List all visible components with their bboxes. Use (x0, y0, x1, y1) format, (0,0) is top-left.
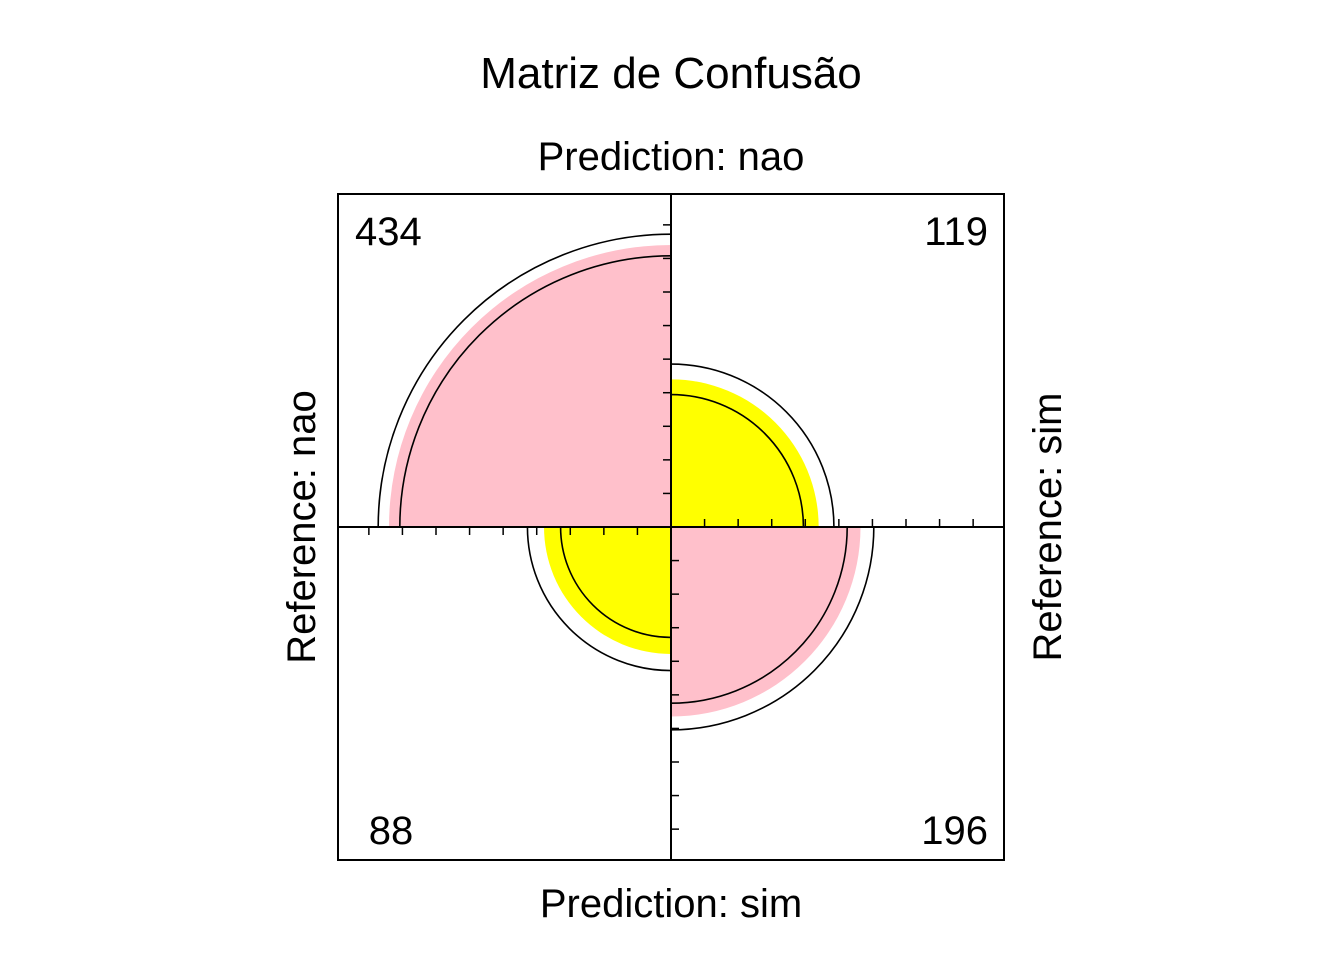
count-nao-nao: 434 (355, 210, 422, 254)
quadrant-nao-nao (389, 245, 671, 527)
count-sim-sim: 196 (921, 809, 988, 853)
axis-ticks (368, 224, 974, 830)
chart-title: Matriz de Confusão (480, 49, 862, 98)
right-label: Reference: sim (1026, 393, 1070, 662)
quadrant-nao-sim (671, 379, 819, 527)
confidence-ring-inner-sim-nao (559, 526, 672, 639)
count-nao-sim: 119 (924, 210, 988, 254)
confidence-ring-outer-nao-nao (377, 233, 672, 528)
bottom-label: Prediction: sim (540, 882, 802, 926)
top-label: Prediction: nao (538, 135, 805, 179)
confidence-ring-inner-sim-sim (670, 526, 848, 704)
confidence-ring-layer (377, 233, 875, 731)
confidence-ring-outer-sim-sim (670, 526, 875, 731)
confidence-ring-inner-nao-nao (399, 255, 672, 528)
quadrant-layer (389, 245, 861, 717)
quadrant-sim-sim (671, 527, 861, 717)
count-sim-nao: 88 (369, 809, 414, 853)
quadrant-sim-nao (544, 527, 671, 654)
confidence-ring-inner-nao-sim (670, 393, 805, 528)
confidence-ring-outer-sim-nao (526, 526, 672, 672)
confidence-ring-outer-nao-sim (670, 363, 835, 528)
left-label: Reference: nao (280, 390, 324, 664)
